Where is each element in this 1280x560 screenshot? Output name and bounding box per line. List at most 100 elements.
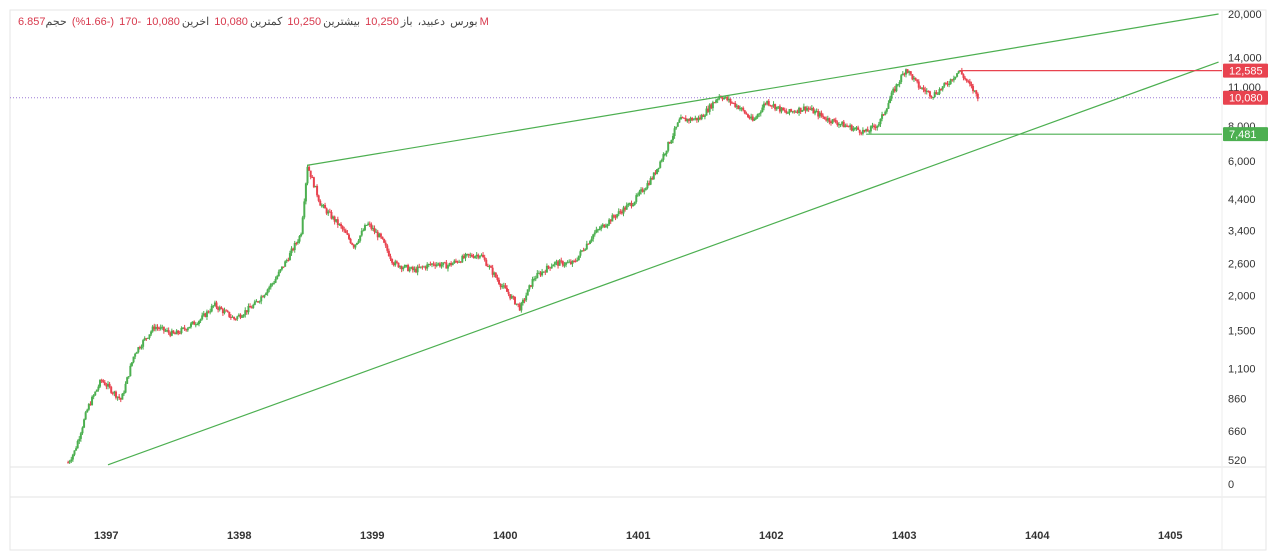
candle-up [408,268,411,272]
candle-down [105,385,108,387]
candle-down [330,211,333,219]
candle-up [649,178,652,185]
candle-up [536,272,539,279]
candle-up [335,219,338,222]
candle-up [166,330,169,332]
candle-up [638,191,641,195]
candle-down [935,92,938,95]
candle-down [485,259,488,266]
candle-up [949,79,952,84]
candle-down [668,141,671,144]
candle-up [269,284,272,288]
candle-up [81,427,84,434]
candle-down [415,268,418,273]
candle-up [552,264,555,267]
candle-down [799,107,802,112]
price-tag-label: 10,080 [1229,93,1263,105]
candle-down [454,260,457,262]
candle-up [590,238,593,242]
candle-up [801,110,804,112]
candle-down [138,347,141,349]
candle-up [879,118,882,125]
candle-up [435,264,438,267]
candle-up [327,211,330,214]
candle-down [713,102,716,104]
candle-down [557,261,560,266]
open-value: 10,250 [365,16,399,28]
candle-up [537,272,540,274]
candle-down [928,91,931,97]
candle-up [936,93,939,95]
candle-up [905,69,907,75]
candle-down [193,321,196,325]
candle-down [158,327,161,329]
candle-down [968,81,971,84]
candle-down [624,207,627,210]
candle-up [493,272,496,275]
candle-up [664,153,667,155]
candle-down [820,112,823,116]
candle-down [726,96,729,101]
candle-down [975,90,978,94]
candle-up [263,294,266,298]
candle-up [293,243,296,251]
candle-up [521,299,524,303]
candle-up [892,88,895,93]
candle-up [189,323,192,327]
candle-down [790,109,793,112]
candle-up [766,101,769,104]
candle-down [292,248,295,251]
candle-up [694,117,697,120]
candle-up [715,100,718,103]
price-axis[interactable]: 20,00014,00011,0008,0006,0004,4003,4002,… [1228,9,1262,491]
candle-up [122,392,125,394]
candle-down [702,115,705,117]
candle-down [857,127,860,130]
candle-down [940,89,943,91]
low-value: 10,080 [214,16,248,28]
candle-down [324,204,327,209]
candle-up [426,264,429,269]
candle-down [325,208,328,214]
candle-up [427,263,430,265]
candle-down [893,88,896,92]
candle-down [630,202,633,207]
drawings[interactable] [107,13,1222,466]
candle-down [490,266,493,268]
candle-up [595,229,598,233]
candle-down [103,382,106,386]
candle-up [686,118,689,122]
candle-down [226,310,229,312]
candle-down [619,211,622,213]
candle-up [740,107,743,109]
candle-up [604,226,607,228]
candle-down [964,77,967,79]
candle-up [600,226,603,230]
candle-up [837,124,840,126]
candle-down [387,250,390,257]
candle-up [161,326,164,328]
candle-down [472,256,475,258]
candle-down [386,245,389,251]
candle-up [640,189,643,192]
time-axis[interactable]: 1397 1398 1399 1400 1401 1402 1403 1404 1405 [94,530,1182,542]
candle-up [520,302,523,311]
candle-down [220,307,223,310]
candle-down [491,267,494,275]
candle-up [478,255,481,258]
candle-down [539,272,542,276]
candle-down [443,262,446,264]
candle-down [809,108,812,110]
candle-up [528,285,531,290]
candle-up [759,112,762,114]
candle-up [116,396,119,398]
candle-down [614,216,617,218]
candle-up [762,103,765,108]
price-tick-label: 860 [1228,394,1246,406]
candle-down [751,116,754,121]
candle-up [515,303,518,305]
candle-up [596,229,599,231]
candle-down [609,219,612,222]
candle-down [421,266,424,268]
